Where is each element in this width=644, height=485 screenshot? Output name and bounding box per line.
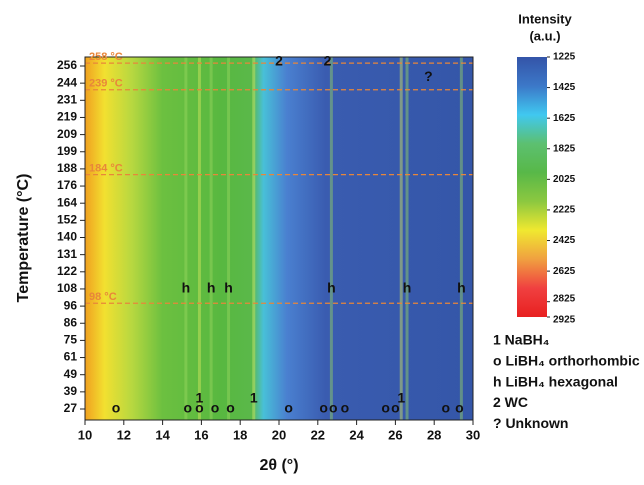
x-tick-label: 10 <box>78 427 92 442</box>
annotation-label: 239 °C <box>89 78 123 90</box>
x-tick-label: 16 <box>194 427 208 442</box>
peak-streak <box>329 57 333 420</box>
x-tick-label: 18 <box>233 427 247 442</box>
phase-marker: o <box>211 400 220 416</box>
x-axis-title: 2θ (°) <box>259 457 298 474</box>
peak-streak <box>399 57 403 420</box>
x-tick-label: 12 <box>117 427 131 442</box>
peak-streak <box>184 57 188 420</box>
y-tick-label: 176 <box>57 178 77 192</box>
y-tick-label: 86 <box>64 315 78 329</box>
peak-streak <box>197 57 201 420</box>
phase-marker: 1 <box>196 390 204 406</box>
y-tick-label: 108 <box>57 281 77 295</box>
phase-marker: ? <box>424 68 433 84</box>
legend-entry: ? Unknown <box>493 415 568 431</box>
phase-marker: o <box>455 400 464 416</box>
colorbar-tick-label: 2825 <box>553 293 576 304</box>
legend-entry: 2 WC <box>493 394 528 410</box>
phase-marker: h <box>182 280 191 296</box>
x-tick-label: 30 <box>466 427 480 442</box>
colorbar-tick-label: 2925 <box>553 315 576 326</box>
y-tick-label: 49 <box>64 367 78 381</box>
x-tick-label: 20 <box>272 427 286 442</box>
y-tick-label: 231 <box>57 92 77 106</box>
annotation-label: 258 °C <box>89 51 123 63</box>
phase-marker: o <box>195 400 204 416</box>
colorbar-tick-label: 1225 <box>553 52 576 63</box>
colorbar-tick-label: 2625 <box>553 266 576 277</box>
y-tick-label: 209 <box>57 127 77 141</box>
colorbar-title: Intensity <box>518 11 572 26</box>
phase-marker: 2 <box>324 52 332 68</box>
colorbar-tick-label: 1425 <box>553 82 576 93</box>
x-tick-label: 14 <box>155 427 170 442</box>
legend-entry: h LiBH₄ hexagonal <box>493 373 618 389</box>
y-tick-label: 219 <box>57 110 77 124</box>
phase-marker: o <box>184 400 193 416</box>
y-tick-label: 256 <box>57 58 77 72</box>
annotation-label: 98 °C <box>89 291 117 303</box>
phase-marker: o <box>226 400 235 416</box>
y-tick-label: 75 <box>64 333 78 347</box>
colorbar-tick-label: 1625 <box>553 113 576 124</box>
phase-marker: 1 <box>250 390 258 406</box>
peak-streak <box>459 57 463 420</box>
legend-entry: o LiBH₄ orthorhombic <box>493 353 640 369</box>
phase-marker: 1 <box>397 390 405 406</box>
y-tick-label: 164 <box>57 195 77 209</box>
colorbar-tick-label: 2225 <box>553 205 576 216</box>
phase-marker: o <box>381 400 390 416</box>
phase-marker: 2 <box>275 52 283 68</box>
phase-marker: h <box>457 280 466 296</box>
y-tick-label: 39 <box>64 384 78 398</box>
phase-marker: h <box>403 280 412 296</box>
phase-marker: o <box>442 400 451 416</box>
y-tick-label: 152 <box>57 213 77 227</box>
y-tick-label: 122 <box>57 264 77 278</box>
legend-entry: 1 NaBH₄ <box>493 332 549 348</box>
y-tick-label: 131 <box>57 247 77 261</box>
phase-marker: o <box>112 400 121 416</box>
phase-marker: o <box>391 400 400 416</box>
y-axis-title: Temperature (°C) <box>15 174 32 303</box>
peak-streak <box>209 57 213 420</box>
colorbar <box>517 57 547 317</box>
phase-marker: o <box>329 400 338 416</box>
colorbar-title: (a.u.) <box>529 28 560 43</box>
y-tick-label: 96 <box>64 298 78 312</box>
phase-marker: o <box>341 400 350 416</box>
peak-streak <box>405 57 409 420</box>
colorbar-tick-label: 1825 <box>553 143 576 154</box>
y-tick-label: 140 <box>57 230 77 244</box>
annotation-label: 184 °C <box>89 163 123 175</box>
phase-marker: h <box>224 280 233 296</box>
y-tick-label: 199 <box>57 144 77 158</box>
x-tick-label: 26 <box>388 427 402 442</box>
phase-marker: h <box>327 280 336 296</box>
phase-marker: o <box>284 400 293 416</box>
phase-marker: o <box>319 400 328 416</box>
colorbar-tick-label: 2425 <box>553 235 576 246</box>
peak-streak <box>252 57 256 420</box>
y-tick-label: 188 <box>57 161 77 175</box>
y-tick-label: 27 <box>64 401 78 415</box>
colorbar-tick-label: 2025 <box>553 174 576 185</box>
phase-marker: h <box>207 280 216 296</box>
heatmap-field <box>85 57 473 420</box>
x-tick-label: 22 <box>311 427 325 442</box>
x-tick-label: 24 <box>349 427 364 442</box>
y-tick-label: 61 <box>64 350 78 364</box>
y-tick-label: 244 <box>57 75 77 89</box>
peak-streak <box>227 57 231 420</box>
x-tick-label: 28 <box>427 427 441 442</box>
